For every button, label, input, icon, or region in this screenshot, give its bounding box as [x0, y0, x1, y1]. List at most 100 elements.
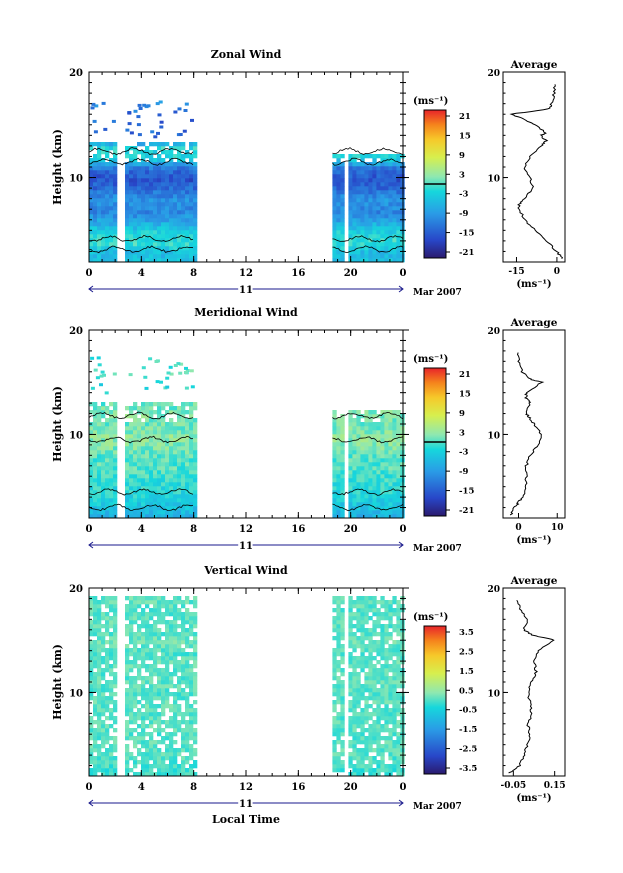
heatmap-cell	[99, 383, 103, 387]
heatmap-cell	[153, 486, 158, 491]
heatmap-cell	[101, 474, 106, 479]
heatmap-cell	[165, 202, 170, 207]
average-x-label: (ms⁻¹)	[516, 793, 551, 804]
heatmap-cell	[109, 426, 114, 431]
heatmap-cell	[109, 146, 114, 151]
heatmap-cell	[145, 442, 150, 447]
heatmap-cell	[165, 218, 170, 223]
heatmap-cell	[364, 656, 369, 661]
heatmap-cell	[340, 494, 345, 499]
heatmap-cell	[129, 170, 134, 175]
heatmap-cell	[97, 744, 102, 749]
heatmap-cell	[101, 704, 106, 709]
heatmap-cell	[173, 752, 178, 757]
heatmap-cell	[177, 466, 182, 471]
heatmap-cell	[396, 454, 401, 459]
heatmap-cell	[157, 422, 162, 427]
heatmap-cell	[356, 222, 361, 227]
heatmap-cell	[145, 234, 150, 239]
heatmap-cell	[157, 628, 162, 633]
heatmap-cell	[113, 604, 118, 609]
heatmap-cell	[181, 254, 186, 259]
heatmap-cell	[372, 664, 377, 669]
heatmap-cell	[177, 454, 182, 459]
heatmap-cell	[348, 446, 353, 451]
heatmap-cell	[141, 680, 146, 685]
heatmap-cell	[185, 250, 190, 255]
heatmap-cell	[356, 772, 361, 777]
heatmap-cell	[137, 178, 142, 183]
heatmap-cell	[336, 490, 341, 495]
heatmap-cell	[352, 600, 357, 605]
heatmap-cell	[181, 652, 186, 657]
heatmap-cell	[93, 414, 98, 419]
heatmap-cell	[89, 458, 94, 463]
heatmap-cell	[145, 680, 150, 685]
heatmap-cell	[109, 166, 114, 171]
heatmap-cell	[340, 624, 345, 629]
heatmap-cell	[157, 772, 162, 777]
heatmap-cell	[364, 166, 369, 171]
heatmap-cell	[173, 632, 178, 637]
heatmap-cell	[376, 660, 381, 665]
heatmap-cell	[352, 490, 357, 495]
heatmap-cell	[137, 406, 142, 411]
heatmap-cell	[364, 632, 369, 637]
heatmap-cell	[336, 756, 341, 761]
heatmap-cell	[336, 450, 341, 455]
heatmap-cell	[129, 720, 134, 725]
heatmap-cell	[388, 450, 393, 455]
heatmap-cell	[376, 198, 381, 203]
heatmap-cell	[141, 426, 146, 431]
heatmap-cells	[89, 142, 405, 263]
heatmap-cell	[161, 482, 166, 487]
heatmap-cell	[193, 178, 198, 183]
heatmap-cell	[177, 166, 182, 171]
heatmap-cell	[161, 756, 166, 761]
heatmap-cell	[181, 664, 186, 669]
heatmap-cell	[356, 190, 361, 195]
colorbar-tick-label: 3	[459, 428, 465, 438]
heatmap-cell	[392, 418, 397, 423]
heatmap-cell	[181, 450, 186, 455]
heatmap-cell	[181, 210, 186, 215]
heatmap-cell	[376, 202, 381, 207]
upper-level-cells	[90, 100, 194, 139]
heatmap-cell	[173, 458, 178, 463]
heatmap-cell	[352, 672, 357, 677]
heatmap-cell	[89, 190, 94, 195]
heatmap-cell	[364, 242, 369, 247]
heatmap-cell	[181, 728, 186, 733]
heatmap-cell	[336, 462, 341, 467]
heatmap-cell	[157, 514, 162, 519]
heatmap-cell	[89, 174, 94, 179]
heatmap-cell	[340, 748, 345, 753]
heatmap-cell	[161, 258, 166, 263]
heatmap-cell	[129, 190, 134, 195]
heatmap-cell	[352, 502, 357, 507]
heatmap-cell	[376, 446, 381, 451]
heatmap-cell	[137, 740, 142, 745]
heatmap-cell	[356, 214, 361, 219]
heatmap-cell	[133, 194, 138, 199]
heatmap-cell	[125, 506, 130, 511]
heatmap-cell	[396, 724, 401, 729]
heatmap-cell	[185, 728, 190, 733]
heatmap-cell	[93, 644, 98, 649]
x-tick-label: 8	[190, 268, 197, 279]
heatmap-cell	[368, 478, 373, 483]
heatmap-cell	[129, 474, 134, 479]
heatmap-cell	[352, 498, 357, 503]
heatmap-cell	[372, 474, 377, 479]
heatmap-cell	[177, 202, 182, 207]
colorbar-tick-label: -21	[459, 506, 474, 516]
heatmap-cell	[149, 498, 154, 503]
heatmap-cell	[145, 514, 150, 519]
heatmap-cell	[340, 482, 345, 487]
heatmap-cell	[101, 708, 106, 713]
heatmap-cell	[364, 190, 369, 195]
heatmap-cell	[368, 680, 373, 685]
heatmap-cell	[133, 250, 138, 255]
heatmap-cell	[173, 708, 178, 713]
heatmap-cell	[153, 242, 158, 247]
